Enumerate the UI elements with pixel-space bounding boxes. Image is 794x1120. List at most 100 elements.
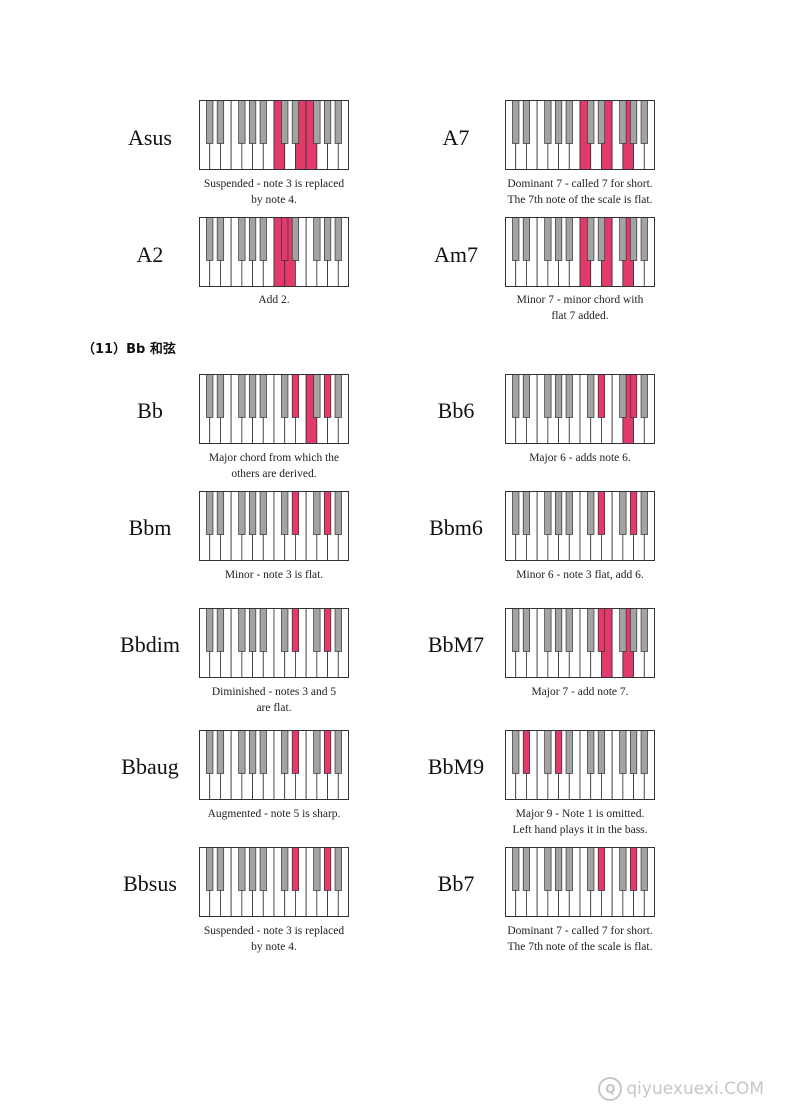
black-key	[544, 374, 552, 418]
black-key	[522, 491, 531, 535]
black-key	[313, 608, 321, 652]
black-key	[522, 608, 531, 652]
black-key	[640, 608, 648, 652]
chord-name-bb: Bb	[137, 398, 163, 423]
chord-caption-asus: Suspended - note 3 is replaced by note 4…	[203, 178, 345, 206]
keyboard-diagram	[199, 217, 349, 287]
chord-name-bbm: Bbm	[128, 515, 172, 540]
section-heading: （11）Bb 和弦	[82, 342, 176, 357]
piano-keyboard-am7	[505, 217, 655, 287]
piano-keyboard-bb7	[505, 847, 655, 917]
keyboard-diagram	[199, 491, 349, 561]
black-key	[544, 100, 552, 144]
black-key	[587, 608, 595, 652]
black-key	[216, 374, 225, 418]
keyboard-frame	[505, 100, 655, 170]
keyboard-frame	[199, 608, 349, 678]
black-key	[565, 217, 573, 261]
black-key	[544, 730, 552, 774]
black-key	[544, 217, 552, 261]
black-key	[629, 730, 638, 774]
highlighted-black-key	[291, 491, 300, 535]
black-key	[259, 217, 267, 261]
chord-name-bbsus: Bbsus	[123, 871, 177, 896]
black-key	[259, 100, 267, 144]
black-key	[259, 730, 267, 774]
keyboard-diagram	[199, 374, 349, 444]
piano-keyboard-a7	[505, 100, 655, 170]
highlighted-black-key	[629, 374, 638, 418]
highlighted-black-key	[554, 730, 563, 774]
chord-caption-bb: Major chord from which the others are de…	[208, 452, 340, 480]
chord-name-bbdim: Bbdim	[120, 632, 180, 657]
highlighted-black-key	[323, 491, 332, 535]
black-key	[619, 217, 627, 261]
highlighted-black-key	[291, 730, 300, 774]
piano-keyboard-a2	[199, 217, 349, 287]
piano-keyboard-bbm7	[505, 608, 655, 678]
black-key	[629, 608, 638, 652]
keyboard-diagram	[199, 608, 349, 678]
keyboard-frame	[505, 847, 655, 917]
black-key	[259, 847, 267, 891]
black-key	[597, 730, 606, 774]
black-key	[206, 100, 214, 144]
chord-name-bbm6: Bbm6	[429, 515, 483, 540]
keyboard-frame	[505, 374, 655, 444]
highlighted-black-key	[291, 374, 300, 418]
black-key	[313, 100, 321, 144]
black-key	[522, 100, 531, 144]
black-key	[640, 730, 648, 774]
chord-caption-am7: Minor 7 - minor chord with flat 7 added.	[516, 294, 644, 322]
black-key	[216, 491, 225, 535]
keyboard-diagram	[199, 100, 349, 170]
highlighted-black-key	[629, 847, 638, 891]
black-key	[554, 100, 563, 144]
black-key	[291, 100, 300, 144]
black-key	[554, 374, 563, 418]
black-key	[619, 608, 627, 652]
black-key	[238, 100, 246, 144]
chord-name-asus: Asus	[127, 125, 172, 150]
highlighted-black-key	[323, 847, 332, 891]
black-key	[587, 847, 595, 891]
black-key	[281, 847, 289, 891]
black-key	[554, 491, 563, 535]
black-key	[216, 730, 225, 774]
keyboard-frame	[199, 847, 349, 917]
keyboard-frame	[199, 491, 349, 561]
black-key	[334, 217, 342, 261]
black-key	[597, 217, 606, 261]
piano-keyboard-bb6	[505, 374, 655, 444]
black-key	[512, 608, 520, 652]
highlighted-black-key	[323, 608, 332, 652]
highlighted-black-key	[291, 608, 300, 652]
keyboard-diagram	[505, 100, 655, 170]
black-key	[216, 100, 225, 144]
chord-caption-bbm: Minor - note 3 is flat.	[224, 569, 324, 581]
piano-keyboard-asus	[199, 100, 349, 170]
chord-name-a2: A2	[136, 242, 164, 267]
black-key	[512, 491, 520, 535]
black-key	[216, 608, 225, 652]
chord-name-bbm9: BbM9	[427, 754, 485, 779]
highlighted-black-key	[597, 374, 606, 418]
piano-keyboard-bbm	[199, 491, 349, 561]
black-key	[248, 374, 257, 418]
black-key	[281, 491, 289, 535]
black-key	[216, 847, 225, 891]
black-key	[512, 217, 520, 261]
highlighted-black-key	[597, 608, 606, 652]
black-key	[248, 491, 257, 535]
highlighted-black-key	[291, 847, 300, 891]
chord-name-am7: Am7	[434, 242, 478, 267]
black-key	[565, 100, 573, 144]
black-key	[512, 730, 520, 774]
black-key	[640, 491, 648, 535]
black-key	[248, 217, 257, 261]
keyboard-frame	[505, 730, 655, 800]
black-key	[206, 847, 214, 891]
black-key	[206, 217, 214, 261]
black-key	[238, 491, 246, 535]
piano-keyboard-bbm9	[505, 730, 655, 800]
